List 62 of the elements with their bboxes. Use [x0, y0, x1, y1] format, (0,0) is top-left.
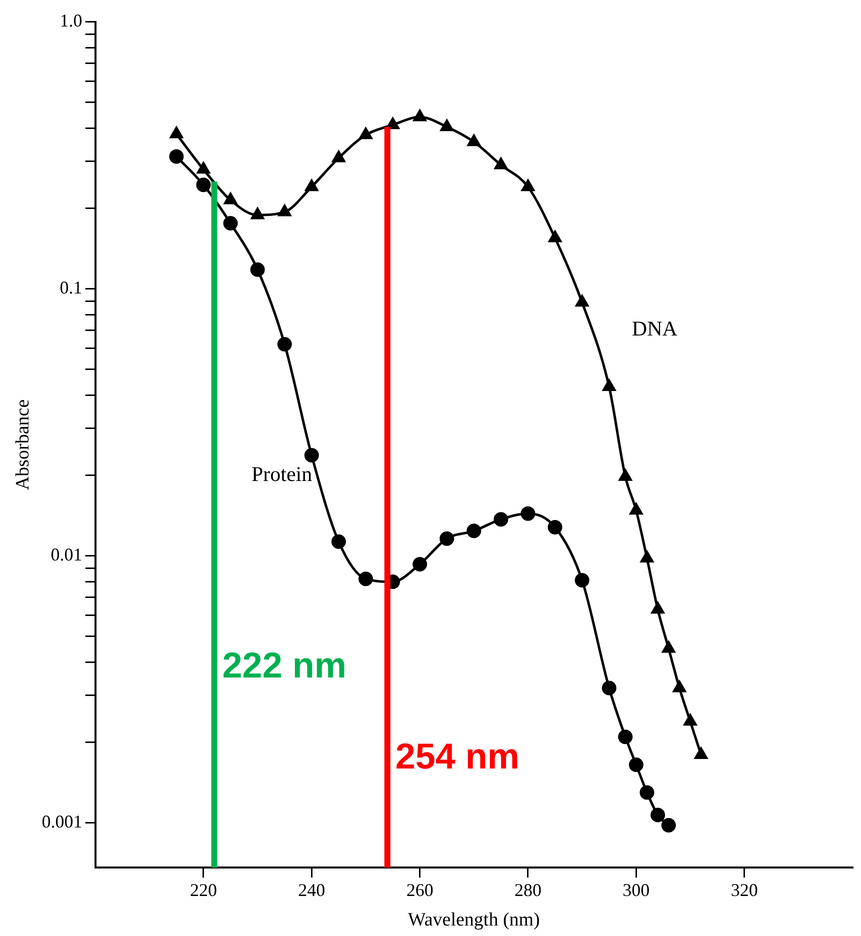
point — [169, 149, 184, 164]
series-label: Protein — [251, 462, 313, 486]
point — [251, 208, 264, 220]
x-axis-title: Wavelength (nm) — [408, 910, 540, 931]
point — [602, 680, 616, 696]
series-label: DNA — [632, 316, 678, 341]
x-tick-label: 320 — [730, 880, 758, 900]
point — [467, 134, 480, 146]
y-axis-title: Absorbance — [12, 399, 34, 490]
y-tick-label: 0.001 — [42, 812, 82, 832]
point — [650, 808, 666, 822]
point — [412, 557, 428, 572]
point — [413, 110, 426, 122]
point — [224, 192, 237, 204]
point — [359, 128, 372, 140]
y-tick-label: 0.01 — [50, 544, 82, 565]
point — [250, 262, 265, 277]
x-tick-label: 240 — [298, 880, 326, 900]
point — [651, 602, 664, 614]
point — [576, 295, 589, 307]
point — [277, 337, 292, 352]
point — [278, 204, 292, 216]
point — [618, 469, 632, 481]
point — [170, 126, 183, 138]
point — [662, 641, 676, 653]
point — [628, 758, 644, 772]
point — [197, 162, 210, 174]
point — [466, 524, 482, 538]
point — [331, 534, 346, 549]
point — [640, 785, 654, 800]
point — [494, 512, 508, 527]
point — [548, 520, 562, 534]
point — [630, 503, 643, 515]
point — [196, 178, 211, 192]
point — [332, 150, 346, 162]
point — [548, 230, 562, 242]
point — [305, 180, 318, 192]
y-tick-label: 0.1 — [60, 278, 82, 298]
point — [520, 506, 536, 521]
x-tick-label: 220 — [190, 880, 217, 900]
point — [440, 120, 454, 132]
point — [358, 572, 373, 586]
x-tick-label: 280 — [514, 880, 542, 900]
point — [684, 714, 697, 726]
point — [574, 573, 590, 588]
x-tick-label: 260 — [406, 880, 434, 900]
x-tick-label: 300 — [622, 880, 650, 900]
point — [494, 158, 508, 170]
point — [223, 216, 238, 231]
point — [640, 550, 654, 562]
point — [440, 531, 454, 546]
point — [672, 680, 686, 692]
point — [661, 818, 676, 832]
point — [522, 180, 534, 192]
point — [618, 730, 633, 744]
point — [694, 747, 708, 759]
ref-line-label: 222 nm — [222, 644, 346, 686]
point — [386, 118, 400, 130]
point — [304, 448, 319, 463]
point — [602, 379, 616, 391]
y-tick-label: 1.0 — [60, 10, 82, 31]
ref-line-label: 254 nm — [395, 735, 520, 776]
